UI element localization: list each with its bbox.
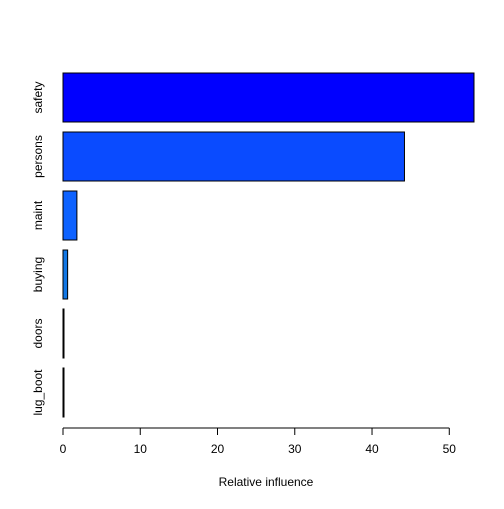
y-tick-label-maint: maint bbox=[31, 200, 45, 230]
x-axis: 0 10 20 30 40 50 bbox=[60, 427, 457, 456]
bar-buying bbox=[62, 249, 69, 300]
x-axis-label: Relative influence bbox=[219, 475, 314, 489]
bar-safety bbox=[62, 72, 475, 123]
bar-maint bbox=[62, 190, 78, 241]
bar-lug-boot bbox=[62, 367, 65, 418]
y-tick-label-persons: persons bbox=[31, 135, 45, 178]
y-tick-label-lug-boot: lug_boot bbox=[31, 369, 45, 416]
y-tick-label-doors: doors bbox=[31, 318, 45, 348]
y-axis: safety persons maint buying doors lug_boot bbox=[31, 81, 45, 415]
x-tick-label-40: 40 bbox=[365, 442, 379, 456]
bar-persons bbox=[62, 131, 405, 182]
x-tick-label-0: 0 bbox=[60, 442, 67, 456]
bar-doors bbox=[62, 308, 65, 359]
y-tick-label-safety: safety bbox=[31, 81, 45, 113]
x-tick-label-30: 30 bbox=[288, 442, 302, 456]
x-tick-label-10: 10 bbox=[134, 442, 148, 456]
x-tick-label-50: 50 bbox=[443, 442, 457, 456]
bars-layer bbox=[62, 72, 475, 418]
y-tick-label-buying: buying bbox=[31, 257, 45, 292]
x-tick-label-20: 20 bbox=[211, 442, 225, 456]
